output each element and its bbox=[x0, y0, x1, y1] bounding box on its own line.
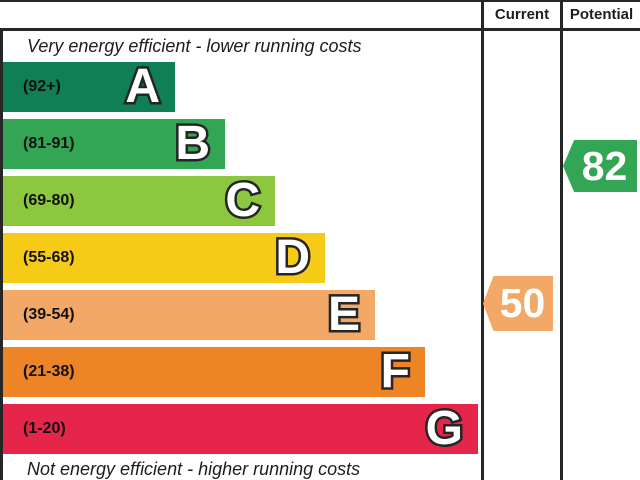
potential-rating-pointer: 82 bbox=[563, 140, 637, 192]
band-range-label: (69-80) bbox=[23, 192, 75, 209]
band-range-label: (21-38) bbox=[23, 363, 75, 380]
band-range-label: (81-91) bbox=[23, 135, 75, 152]
current-column-divider bbox=[481, 0, 484, 480]
band-range-label: (92+) bbox=[23, 78, 61, 95]
current-rating-value: 50 bbox=[499, 280, 546, 326]
current-rating-pointer: 50 bbox=[483, 276, 553, 331]
band-range-label: (55-68) bbox=[23, 249, 75, 266]
potential-rating-value: 82 bbox=[581, 142, 628, 189]
left-border-line bbox=[0, 28, 3, 480]
top-caption: Very energy efficient - lower running co… bbox=[27, 36, 362, 56]
current-column-header: Current bbox=[494, 5, 550, 23]
potential-column-divider bbox=[560, 0, 563, 480]
header-separator-line bbox=[0, 28, 640, 31]
bottom-caption: Not energy efficient - higher running co… bbox=[27, 459, 361, 479]
top-border-line bbox=[0, 0, 640, 2]
band-range-label: (39-54) bbox=[23, 306, 75, 323]
band-range-label: (1-20) bbox=[23, 420, 66, 437]
potential-column-header: Potential bbox=[569, 5, 634, 23]
